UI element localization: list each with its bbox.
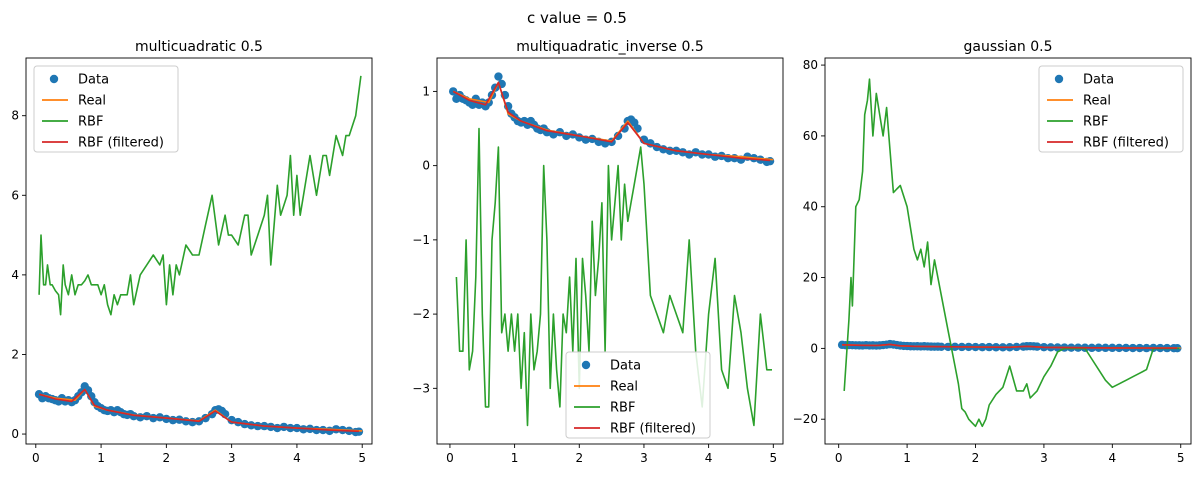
x-tick-label: 1 [903, 451, 911, 465]
x-tick-label: 4 [293, 451, 301, 465]
series-real-line [452, 81, 774, 161]
legend-label: RBF (filtered) [610, 422, 696, 437]
legend-marker-data [49, 74, 59, 84]
x-tick-label: 3 [640, 451, 648, 465]
data-point [765, 156, 775, 166]
subplot-title: gaussian 0.5 [964, 39, 1053, 55]
subplot-3: gaussian 0.5 0 1 2 3 4 5 −20 0 20 40 60 80 Data Real RB… [793, 39, 1192, 465]
legend-box [565, 351, 711, 439]
axes-frame [436, 57, 784, 445]
legend: Data Real RBF RBF (filtered) [565, 351, 711, 439]
y-tick-label: 0 [810, 341, 818, 355]
y-tick-label: 6 [11, 188, 19, 202]
data-point [620, 124, 629, 133]
x-tick-label: 3 [1040, 451, 1048, 465]
series-rbf-line [38, 75, 362, 316]
x-tick-label: 5 [358, 451, 366, 465]
subplot-title: multiquadratic_inverse 0.5 [516, 39, 703, 55]
x-tick-label: 4 [705, 451, 713, 465]
y-tick-label: −1 [412, 233, 430, 247]
series-rbf-filtered-line [842, 343, 1178, 349]
y-tick-label: 1 [422, 84, 430, 98]
figure-suptitle: c value = 0.5 [527, 9, 627, 27]
legend-label: Real [610, 380, 638, 395]
legend-marker-data [1054, 74, 1064, 84]
y-tick-label: 80 [803, 58, 818, 72]
y-tick-label: 2 [11, 347, 19, 361]
legend-marker-data [581, 360, 591, 370]
x-tick-label: 0 [835, 451, 843, 465]
x-tick-label: 1 [97, 451, 105, 465]
legend-label: Data [1083, 73, 1114, 88]
series-data [837, 339, 1182, 353]
series-rbf-line [455, 127, 772, 427]
legend-label: RBF [78, 115, 103, 130]
subplot-title: multicuadratic 0.5 [135, 39, 263, 55]
legend-label: RBF [610, 401, 635, 416]
x-tick-label: 1 [511, 451, 519, 465]
plot-area [448, 72, 775, 427]
data-point [613, 131, 623, 141]
legend: Data Real RBF RBF (filtered) [1038, 65, 1184, 153]
x-tick-label: 2 [163, 451, 171, 465]
series-rbf-filtered-line [452, 81, 771, 162]
x-tick-label: 2 [575, 451, 583, 465]
y-tick-label: 0 [11, 427, 19, 441]
data-point [162, 414, 171, 424]
y-tick-label: 40 [803, 200, 818, 214]
axes-frame [25, 57, 373, 445]
y-tick-label: −3 [412, 381, 430, 395]
legend-box [33, 65, 179, 153]
y-tick-label: 8 [11, 109, 19, 123]
subplot-1: multicuadratic 0.5 0 1 2 3 4 5 0 2 4 6 8 Data Real RBF… [11, 39, 373, 465]
x-tick-label: 4 [1109, 451, 1117, 465]
x-tick-label: 5 [1177, 451, 1185, 465]
y-tick-label: 4 [11, 268, 19, 282]
legend: Data Real RBF RBF (filtered) [33, 65, 179, 153]
data-point [448, 87, 458, 96]
x-tick-label: 0 [446, 451, 454, 465]
y-tick-label: −20 [793, 412, 818, 426]
subplot-2: multiquadratic_inverse 0.5 0 1 2 3 4 5 −3 −2 −1 0 1… [412, 39, 784, 465]
plot-area [837, 78, 1182, 428]
y-tick-label: −2 [412, 307, 430, 321]
x-tick-label: 3 [228, 451, 236, 465]
legend-label: RBF [1083, 115, 1108, 130]
series-rbf-filtered-line [38, 388, 359, 433]
legend-label: Real [78, 94, 106, 109]
data-point [354, 427, 364, 436]
y-tick-label: 20 [803, 271, 818, 285]
x-tick-label: 5 [769, 451, 777, 465]
legend-label: Data [610, 359, 641, 374]
legend-label: RBF (filtered) [1083, 136, 1169, 151]
legend-box [1038, 65, 1184, 153]
plot-area [34, 75, 364, 437]
legend-label: Real [1083, 94, 1111, 109]
axes-frame [824, 57, 1192, 445]
x-tick-label: 2 [972, 451, 980, 465]
x-tick-label: 0 [32, 451, 40, 465]
legend-label: Data [78, 73, 109, 88]
legend-label: RBF (filtered) [78, 136, 164, 151]
series-rbf-line [843, 78, 1180, 428]
y-tick-label: 60 [803, 129, 818, 143]
data-point [494, 72, 503, 81]
y-tick-label: 0 [422, 159, 430, 173]
